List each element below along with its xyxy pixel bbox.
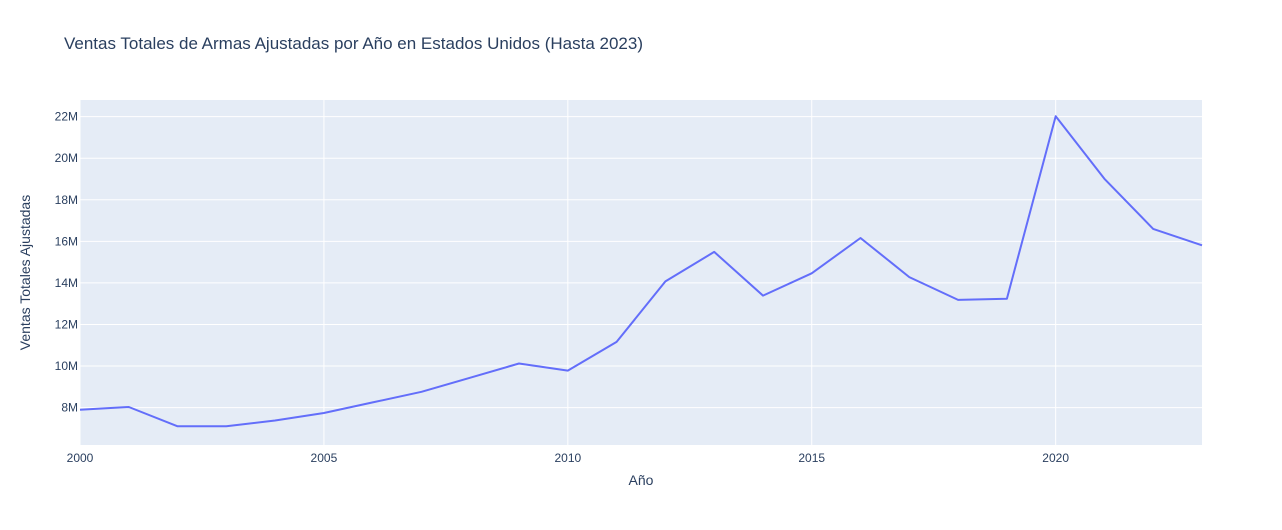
x-tick-label: 2020 (1042, 451, 1069, 465)
gridlines (79, 100, 1202, 445)
y-tick-label: 16M (55, 234, 78, 248)
tick-labels: 2000 2005 2010 2015 2020 8M 10M 12M 14M 16M 18M 20M… (55, 110, 1070, 465)
y-tick-label: 22M (55, 110, 78, 124)
x-tick-label: 2005 (311, 451, 338, 465)
x-axis-title: Año (629, 472, 654, 488)
y-axis-title: Ventas Totales Ajustadas (17, 195, 33, 350)
x-tick-label: 2000 (67, 451, 94, 465)
x-tick-label: 2010 (554, 451, 581, 465)
x-tick-label: 2015 (798, 451, 825, 465)
y-tick-label: 12M (55, 317, 78, 331)
series-line (79, 115, 1203, 428)
y-tick-label: 14M (55, 276, 78, 290)
y-tick-label: 18M (55, 193, 78, 207)
y-tick-label: 20M (55, 151, 78, 165)
y-tick-label: 10M (55, 359, 78, 373)
y-tick-label: 8M (61, 401, 78, 415)
plot-area (80, 100, 1202, 445)
chart-title: Ventas Totales de Armas Ajustadas por Añ… (64, 34, 643, 53)
